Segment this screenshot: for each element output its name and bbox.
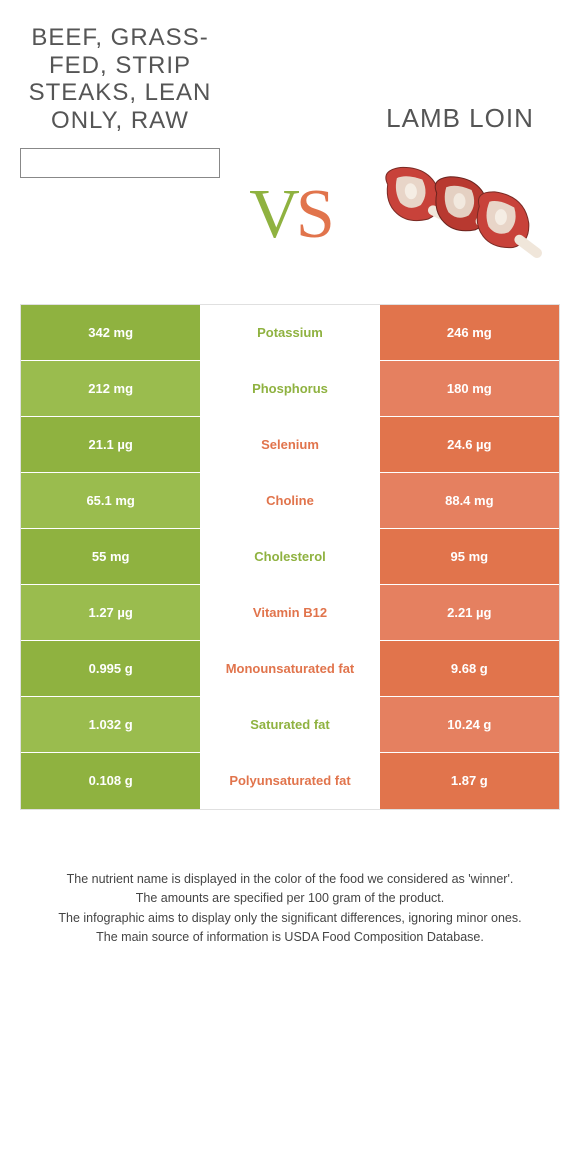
table-row: 0.108 gPolyunsaturated fat1.87 g xyxy=(21,753,559,809)
nutrient-table: 342 mgPotassium246 mg212 mgPhosphorus180… xyxy=(20,304,560,810)
right-product: LAMB LOIN xyxy=(360,24,560,286)
left-value: 0.995 g xyxy=(21,641,200,696)
footer-line: The amounts are specified per 100 gram o… xyxy=(38,889,542,908)
left-value: 1.27 µg xyxy=(21,585,200,640)
footer-notes: The nutrient name is displayed in the co… xyxy=(20,870,560,948)
left-value: 21.1 µg xyxy=(21,417,200,472)
table-row: 342 mgPotassium246 mg xyxy=(21,305,559,361)
nutrient-name: Monounsaturated fat xyxy=(200,641,379,696)
nutrient-name: Phosphorus xyxy=(200,361,379,416)
nutrient-name: Choline xyxy=(200,473,379,528)
left-value: 212 mg xyxy=(21,361,200,416)
left-value: 0.108 g xyxy=(21,753,200,809)
table-row: 1.032 gSaturated fat10.24 g xyxy=(21,697,559,753)
nutrient-name: Saturated fat xyxy=(200,697,379,752)
left-value: 1.032 g xyxy=(21,697,200,752)
nutrient-name: Vitamin B12 xyxy=(200,585,379,640)
right-value: 2.21 µg xyxy=(380,585,559,640)
right-value: 24.6 µg xyxy=(380,417,559,472)
comparison-header: BEEF, GRASS-FED, STRIP STEAKS, LEAN ONLY… xyxy=(20,24,560,286)
lamb-chops-icon xyxy=(360,146,560,286)
nutrient-name: Potassium xyxy=(200,305,379,360)
left-title: BEEF, GRASS-FED, STRIP STEAKS, LEAN ONLY… xyxy=(20,24,220,134)
right-image xyxy=(360,146,560,286)
table-row: 55 mgCholesterol95 mg xyxy=(21,529,559,585)
nutrient-name: Polyunsaturated fat xyxy=(200,753,379,809)
right-value: 95 mg xyxy=(380,529,559,584)
right-value: 1.87 g xyxy=(380,753,559,809)
right-value: 180 mg xyxy=(380,361,559,416)
table-row: 212 mgPhosphorus180 mg xyxy=(21,361,559,417)
left-product: BEEF, GRASS-FED, STRIP STEAKS, LEAN ONLY… xyxy=(20,24,220,178)
right-value: 10.24 g xyxy=(380,697,559,752)
right-value: 9.68 g xyxy=(380,641,559,696)
table-row: 65.1 mgCholine88.4 mg xyxy=(21,473,559,529)
vs-label: VS xyxy=(249,175,331,255)
footer-line: The nutrient name is displayed in the co… xyxy=(38,870,542,889)
right-value: 88.4 mg xyxy=(380,473,559,528)
footer-line: The main source of information is USDA F… xyxy=(38,928,542,947)
left-image-placeholder xyxy=(20,148,220,178)
left-value: 342 mg xyxy=(21,305,200,360)
table-row: 21.1 µgSelenium24.6 µg xyxy=(21,417,559,473)
table-row: 1.27 µgVitamin B122.21 µg xyxy=(21,585,559,641)
right-value: 246 mg xyxy=(380,305,559,360)
vs-s: S xyxy=(296,176,331,253)
left-value: 55 mg xyxy=(21,529,200,584)
right-title: LAMB LOIN xyxy=(360,104,560,134)
vs-v: V xyxy=(249,176,296,253)
footer-line: The infographic aims to display only the… xyxy=(38,909,542,928)
table-row: 0.995 gMonounsaturated fat9.68 g xyxy=(21,641,559,697)
nutrient-name: Cholesterol xyxy=(200,529,379,584)
nutrient-name: Selenium xyxy=(200,417,379,472)
left-value: 65.1 mg xyxy=(21,473,200,528)
